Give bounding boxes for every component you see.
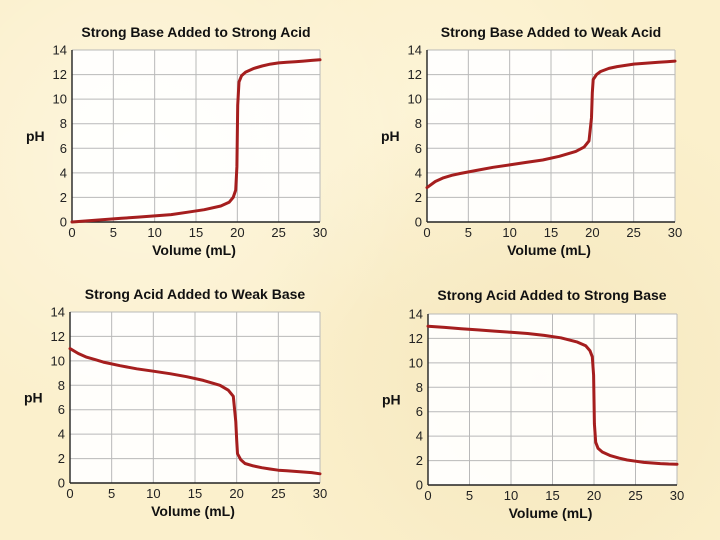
x-tick-label: 5 xyxy=(110,225,117,240)
y-axis-label: pH xyxy=(381,128,400,144)
x-tick-label: 30 xyxy=(313,225,327,240)
chart-title: Strong Acid Added to Weak Base xyxy=(85,286,306,302)
titration-curve-line xyxy=(425,59,677,190)
x-tick-label: 0 xyxy=(66,486,73,501)
y-tick-label: 6 xyxy=(58,402,65,417)
y-tick-label: 4 xyxy=(60,165,67,180)
titration-curve-line xyxy=(70,58,322,224)
titration-curve-line xyxy=(426,324,679,466)
x-tick-label: 15 xyxy=(545,488,559,503)
y-axis-label: pH xyxy=(24,390,43,406)
x-axis-label: Volume (mL) xyxy=(507,242,591,258)
chart-title: Strong Acid Added to Strong Base xyxy=(437,287,666,303)
y-tick-label: 14 xyxy=(409,307,423,322)
y-tick-label: 2 xyxy=(415,190,422,205)
y-tick-label: 8 xyxy=(60,116,67,131)
x-tick-label: 30 xyxy=(313,486,327,501)
y-tick-label: 14 xyxy=(53,43,67,58)
chart-panel-4: 0 5 10 15 20 25 30 0 2 4 6 8 10 12 14 Strong Acid Added… xyxy=(382,287,684,521)
y-axis-label: pH xyxy=(382,392,401,408)
x-axis-label: Volume (mL) xyxy=(151,503,235,519)
x-tick-label: 15 xyxy=(188,486,202,501)
x-tick-label: 15 xyxy=(189,225,203,240)
y-tick-label: 10 xyxy=(408,92,422,107)
x-tick-label: 0 xyxy=(423,225,430,240)
chart-panel-2: 0 5 10 15 20 25 30 0 2 4 6 8 10 12 14 Strong Base Added… xyxy=(381,24,682,258)
x-tick-label: 10 xyxy=(146,486,160,501)
x-tick-label: 10 xyxy=(147,225,161,240)
chart-title: Strong Base Added to Strong Acid xyxy=(81,24,310,40)
x-tick-label: 5 xyxy=(466,488,473,503)
x-tick-label: 20 xyxy=(229,486,243,501)
y-tick-label: 4 xyxy=(416,429,423,444)
y-tick-label: 4 xyxy=(415,165,422,180)
x-tick-label: 20 xyxy=(585,225,599,240)
x-tick-label: 25 xyxy=(271,486,285,501)
y-tick-label: 6 xyxy=(415,141,422,156)
x-tick-label: 10 xyxy=(504,488,518,503)
y-axis-label: pH xyxy=(26,128,45,144)
y-tick-label: 2 xyxy=(58,451,65,466)
y-tick-label: 0 xyxy=(415,215,422,230)
x-tick-label: 0 xyxy=(424,488,431,503)
x-axis-label: Volume (mL) xyxy=(509,505,593,521)
chart-panel-3: 0 5 10 15 20 25 30 0 2 4 6 8 10 12 14 Strong Acid Added… xyxy=(24,286,327,519)
y-tick-label: 12 xyxy=(408,67,422,82)
x-axis-label: Volume (mL) xyxy=(152,242,236,258)
chart-panel-1: 0 5 10 15 20 25 30 0 2 4 6 8 10 12 14 Strong Base Added… xyxy=(26,24,327,258)
chart-title: Strong Base Added to Weak Acid xyxy=(441,24,661,40)
x-tick-label: 5 xyxy=(465,225,472,240)
y-tick-label: 14 xyxy=(51,305,65,320)
x-tick-label: 15 xyxy=(544,225,558,240)
x-tick-label: 25 xyxy=(626,225,640,240)
y-tick-label: 2 xyxy=(60,190,67,205)
x-tick-label: 20 xyxy=(587,488,601,503)
x-tick-label: 30 xyxy=(670,488,684,503)
y-tick-label: 12 xyxy=(53,67,67,82)
y-tick-label: 8 xyxy=(416,380,423,395)
y-tick-label: 12 xyxy=(51,329,65,344)
y-tick-label: 8 xyxy=(58,378,65,393)
x-tick-label: 25 xyxy=(628,488,642,503)
y-tick-label: 10 xyxy=(51,353,65,368)
y-tick-label: 10 xyxy=(53,92,67,107)
y-tick-label: 6 xyxy=(60,141,67,156)
y-tick-label: 14 xyxy=(408,43,422,58)
x-tick-label: 30 xyxy=(668,225,682,240)
x-tick-label: 25 xyxy=(271,225,285,240)
y-tick-label: 12 xyxy=(409,331,423,346)
y-tick-label: 4 xyxy=(58,427,65,442)
y-tick-label: 0 xyxy=(416,478,423,493)
y-tick-label: 2 xyxy=(416,453,423,468)
x-tick-label: 20 xyxy=(230,225,244,240)
y-tick-label: 8 xyxy=(415,116,422,131)
y-tick-label: 6 xyxy=(416,404,423,419)
y-tick-label: 0 xyxy=(60,215,67,230)
y-tick-label: 0 xyxy=(58,476,65,491)
x-tick-label: 5 xyxy=(108,486,115,501)
y-tick-label: 10 xyxy=(409,355,423,370)
x-tick-label: 0 xyxy=(68,225,75,240)
x-tick-label: 10 xyxy=(502,225,516,240)
titration-curve-line xyxy=(68,347,322,476)
